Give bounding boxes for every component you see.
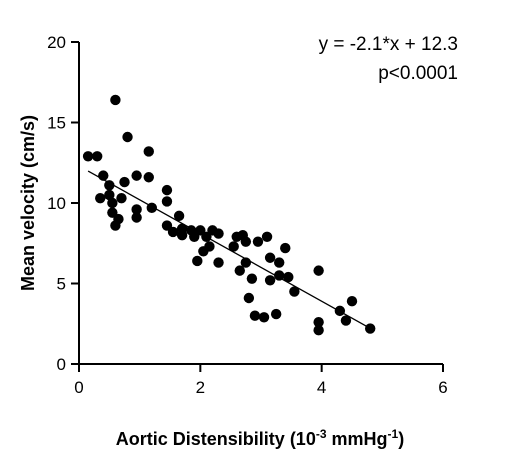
data-point (161, 184, 173, 196)
data-point (313, 324, 324, 336)
data-point (249, 310, 261, 321)
data-point (192, 255, 203, 267)
data-point (143, 172, 154, 183)
data-point (246, 273, 258, 284)
x-axis-title-exp1: -3 (316, 427, 327, 441)
data-point (107, 197, 118, 209)
data-point (234, 265, 245, 276)
regression-line (87, 170, 371, 329)
x-axis-title-base: Aortic Distensibility (10 (116, 429, 316, 449)
data-point (274, 270, 285, 281)
data-point (173, 210, 185, 222)
y-tick-label: 5 (57, 275, 66, 294)
data-point (334, 305, 346, 317)
x-axis-title-mid: mmHg (327, 429, 388, 449)
data-point (280, 242, 291, 254)
data-point (313, 316, 324, 328)
data-point (143, 146, 154, 157)
x-tick-label: 6 (438, 378, 447, 397)
data-point (228, 241, 239, 252)
y-tick-label: 15 (47, 114, 66, 133)
data-point (346, 296, 358, 307)
data-point (261, 231, 273, 243)
x-tick-label: 4 (317, 378, 326, 397)
data-point (176, 230, 188, 241)
data-point (274, 257, 285, 268)
y-ticks: 0 5 10 15 20 (47, 33, 79, 374)
x-axis-title: Aortic Distensibility (10-3 mmHg-1) (116, 427, 404, 449)
data-point (252, 236, 264, 247)
data-point (104, 189, 115, 201)
x-axis-title-exp2: -1 (388, 427, 399, 441)
data-point (104, 180, 115, 191)
data-point (167, 226, 179, 238)
data-point (270, 308, 282, 320)
data-point (119, 176, 130, 188)
data-point (289, 286, 300, 297)
y-tick-label: 0 (57, 355, 66, 374)
data-point (264, 275, 276, 286)
data-point (161, 196, 173, 207)
data-point (243, 292, 255, 304)
data-point (264, 252, 276, 263)
x-tick-label: 0 (74, 378, 83, 397)
data-points (82, 94, 376, 336)
data-point (131, 204, 142, 215)
x-ticks: 0 2 4 6 (74, 364, 448, 397)
data-point (131, 170, 142, 181)
data-point (113, 213, 124, 225)
data-point (365, 323, 376, 334)
data-point (313, 265, 324, 276)
data-point (92, 151, 103, 162)
data-point (204, 241, 215, 252)
y-tick-label: 10 (47, 194, 66, 213)
data-point (283, 271, 294, 283)
data-point (240, 236, 252, 247)
regression-equation: y = -2.1*x + 12.3 (319, 34, 458, 55)
data-point (98, 170, 109, 181)
data-point (82, 151, 94, 162)
data-point (258, 312, 270, 323)
p-value: p<0.0001 (378, 63, 458, 84)
data-point (146, 202, 157, 214)
data-point (340, 315, 352, 326)
data-point (213, 228, 224, 239)
data-point (240, 257, 252, 268)
x-tick-label: 2 (196, 378, 205, 397)
x-axis-title-end: ) (398, 429, 404, 449)
y-axis-title: Mean velocity (cm/s) (18, 115, 38, 291)
data-point (110, 94, 121, 106)
data-point (213, 257, 224, 268)
data-point (95, 192, 106, 204)
data-point (131, 212, 142, 223)
y-tick-label: 20 (47, 33, 66, 52)
data-point (122, 131, 133, 143)
data-point (116, 192, 127, 204)
